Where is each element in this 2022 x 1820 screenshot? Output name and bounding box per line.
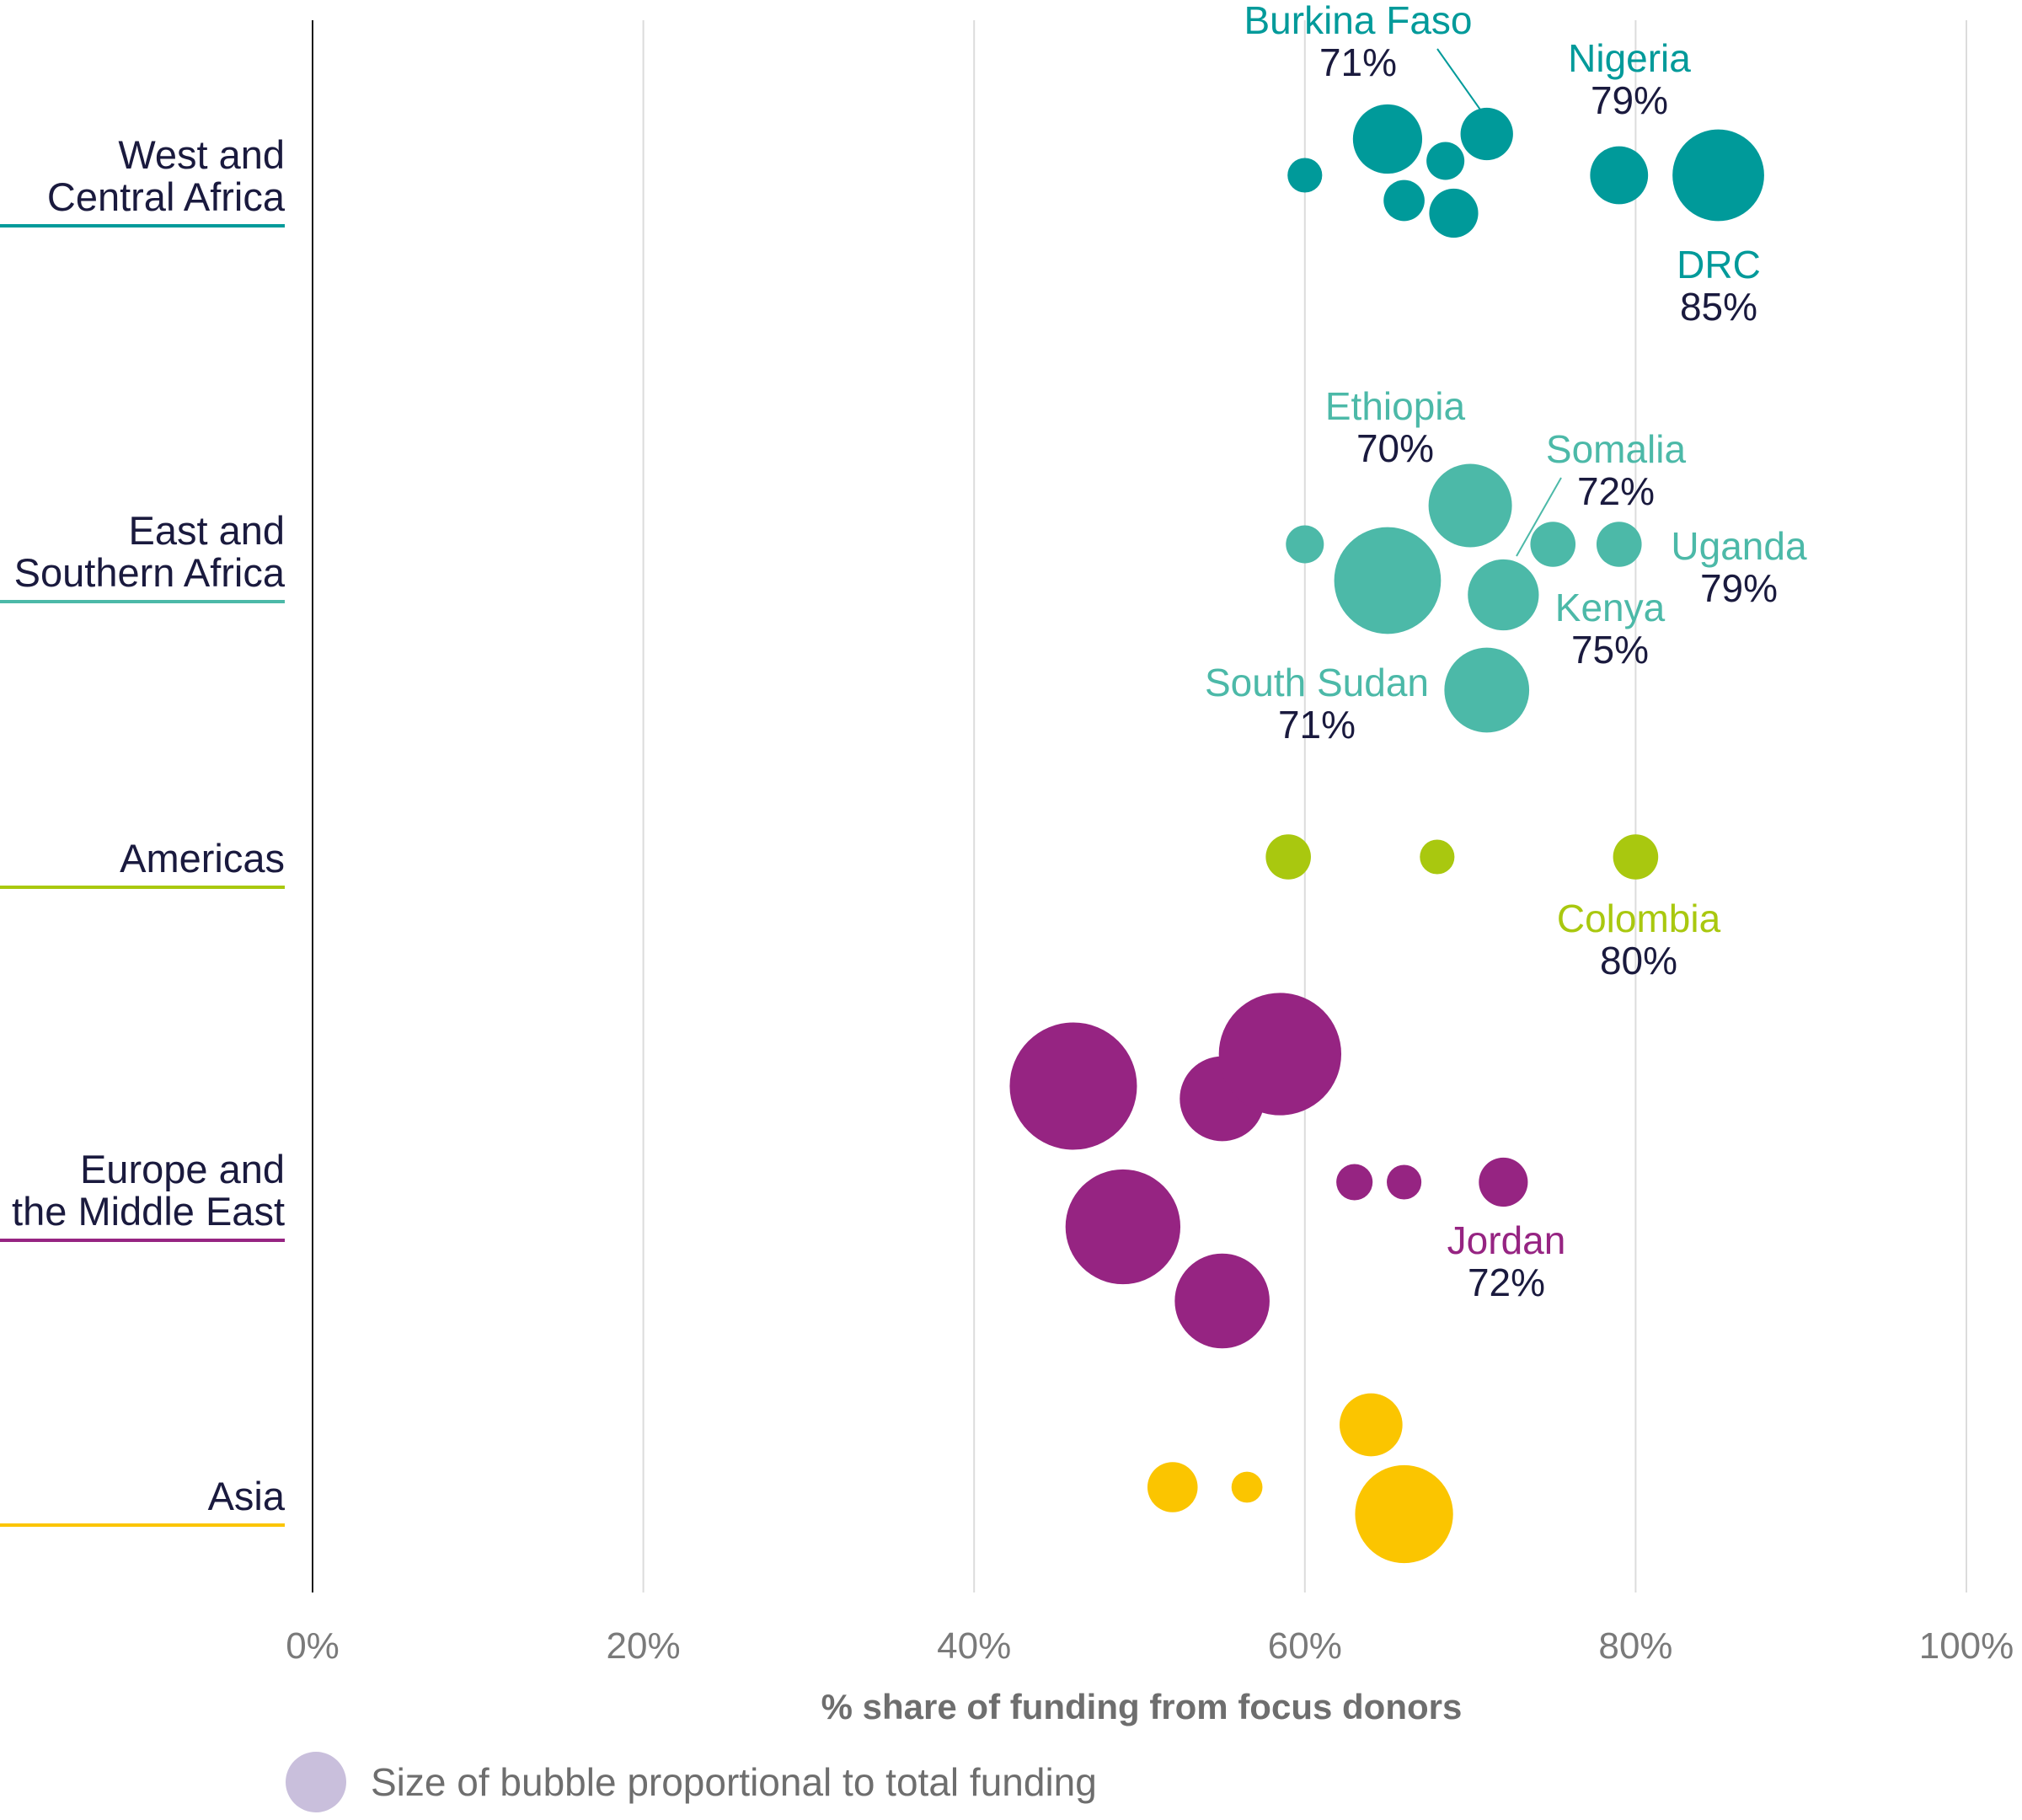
country-name: Jordan [1447, 1218, 1566, 1262]
bubble [1336, 1164, 1373, 1201]
bubble [1383, 179, 1425, 222]
bubble [1530, 522, 1576, 567]
size-legend: Size of bubble proportional to total fun… [286, 1752, 1097, 1812]
country-value: 70% [1356, 426, 1434, 470]
country-value: 71% [1319, 40, 1397, 84]
legend-bubble-icon [286, 1752, 346, 1812]
region-label: West and [118, 132, 285, 177]
bubble [1468, 559, 1539, 631]
leader-line [1516, 477, 1562, 557]
leader-line [1436, 48, 1487, 119]
x-tick-label: 60% [1268, 1625, 1342, 1667]
country-value: 85% [1680, 285, 1757, 329]
bubble [1286, 525, 1324, 564]
country-value: 71% [1278, 703, 1356, 747]
region-label: the Middle East [12, 1189, 285, 1234]
region-label: Asia [208, 1474, 286, 1518]
bubble [1429, 188, 1479, 238]
bubble [1218, 993, 1342, 1116]
country-name: Ethiopia [1325, 384, 1466, 428]
country-name: Colombia [1557, 897, 1721, 940]
bubble [1596, 522, 1642, 567]
bubble [1009, 1022, 1137, 1150]
bubble [1387, 1164, 1422, 1200]
bubbles [1009, 104, 1764, 1564]
x-axis-ticks: 0% 20% 40% 60% 80% 100% [286, 1625, 2014, 1667]
bubble [1590, 146, 1649, 205]
region-label: East and [128, 508, 285, 553]
country-name: Uganda [1671, 524, 1807, 568]
country-value: 79% [1700, 566, 1778, 610]
bubble [1613, 834, 1659, 880]
country-name: DRC [1677, 243, 1761, 286]
bubble [1428, 463, 1512, 548]
country-name: South Sudan [1205, 661, 1429, 704]
bubble [1147, 1462, 1198, 1512]
bubble [1672, 129, 1764, 222]
country-name: Burkina Faso [1244, 0, 1472, 42]
bubble [1334, 527, 1442, 634]
bubble [1065, 1169, 1181, 1285]
x-tick-label: 40% [937, 1625, 1011, 1667]
region-label: Southern Africa [14, 550, 286, 595]
x-tick-label: 0% [286, 1625, 340, 1667]
country-value: 72% [1577, 469, 1655, 513]
country-name: Nigeria [1568, 36, 1691, 80]
bubble [1420, 839, 1455, 875]
country-name: Somalia [1546, 427, 1687, 471]
bubble [1339, 1393, 1403, 1457]
region-label: Europe and [80, 1147, 285, 1191]
country-name: Kenya [1555, 586, 1666, 629]
bubble [1426, 142, 1465, 180]
bubble [1174, 1253, 1270, 1349]
country-value: 72% [1468, 1261, 1545, 1304]
x-tick-label: 20% [607, 1625, 681, 1667]
bubble [1231, 1471, 1263, 1503]
x-axis-title: % share of funding from focus donors [821, 1687, 1463, 1726]
bubble [1479, 1157, 1528, 1207]
bubble [1287, 158, 1323, 193]
bubble [1355, 1464, 1453, 1564]
x-tick-label: 100% [1919, 1625, 2014, 1667]
region-label: Americas [120, 836, 285, 881]
country-value: 75% [1571, 628, 1649, 672]
bubble [1265, 834, 1311, 880]
bubble [1460, 107, 1513, 161]
legend-label: Size of bubble proportional to total fun… [371, 1760, 1097, 1804]
bubble [1352, 104, 1423, 174]
bubble [1444, 647, 1530, 733]
country-value: 80% [1600, 939, 1677, 982]
gridlines [642, 20, 1967, 1592]
country-value: 79% [1591, 78, 1668, 122]
x-tick-label: 80% [1598, 1625, 1672, 1667]
region-label: Central Africa [47, 174, 286, 219]
